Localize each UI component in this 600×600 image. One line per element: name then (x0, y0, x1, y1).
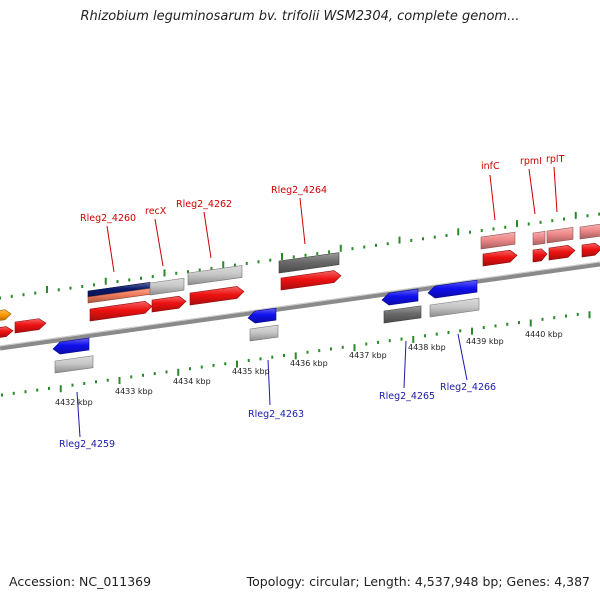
feature-dark-grey-1[interactable] (278, 252, 340, 274)
leader-rleg2-4266 (457, 333, 468, 381)
scale-label-4440: 4440 kbp (525, 330, 563, 339)
feature-grey-4[interactable] (249, 324, 279, 342)
label-rleg2-4266[interactable]: Rleg2_4266 (440, 382, 496, 393)
orange-gene[interactable] (0, 309, 12, 321)
feature-layer (0, 223, 600, 374)
gene-recx[interactable] (151, 295, 187, 313)
leader-rleg2-4262 (203, 211, 212, 259)
scale-label-4434: 4434 kbp (173, 377, 211, 386)
scale-label-4436: 4436 kbp (290, 359, 328, 368)
label-rpmi[interactable]: rpmI (520, 156, 542, 167)
feature-grey-3[interactable] (54, 355, 94, 374)
gene-rleg2-4263[interactable] (247, 307, 277, 324)
label-rleg2-4263[interactable]: Rleg2_4263 (248, 409, 304, 420)
label-rplt[interactable]: rplT (546, 154, 565, 165)
label-rleg2-4262[interactable]: Rleg2_4262 (176, 199, 232, 210)
leader-rleg2-4265 (403, 340, 407, 389)
gene-rplt-2-light[interactable] (579, 223, 600, 240)
label-rleg2-4265[interactable]: Rleg2_4265 (379, 391, 435, 402)
gene-rpmi[interactable] (532, 248, 548, 263)
gene-left-edge-2[interactable] (14, 318, 47, 334)
forward-tick-row (0, 211, 600, 300)
scale-label-4437: 4437 kbp (349, 351, 387, 360)
gene-rleg2-4262[interactable] (189, 286, 245, 306)
feature-dark-grey-2[interactable] (383, 305, 422, 324)
label-recx[interactable]: recX (145, 206, 167, 217)
scale-label-4435: 4435 kbp (232, 367, 270, 376)
gene-rplt-light[interactable] (546, 227, 574, 244)
label-infc[interactable]: infC (481, 161, 500, 172)
leader-infc (489, 174, 496, 221)
leader-recx (154, 218, 164, 267)
gene-rleg2-4266[interactable] (427, 279, 478, 299)
scale-label-4438: 4438 kbp (408, 343, 446, 352)
gene-rleg2-4264[interactable] (280, 270, 342, 291)
gene-rleg2-4265[interactable] (381, 288, 419, 306)
leader-rleg2-4260 (106, 225, 115, 273)
gene-infc[interactable] (482, 249, 518, 267)
gene-left-edge[interactable] (0, 326, 14, 338)
feature-grey-5[interactable] (429, 297, 480, 318)
gene-rplt[interactable] (548, 245, 576, 261)
scale-label-4432: 4432 kbp (55, 398, 93, 407)
feature-grey-2[interactable] (187, 265, 243, 286)
label-rleg2-4259[interactable]: Rleg2_4259 (59, 439, 115, 450)
feature-grey-1[interactable] (149, 277, 185, 296)
scale-label-4433: 4433 kbp (115, 387, 153, 396)
label-leader-lines (76, 166, 558, 438)
label-rleg2-4264[interactable]: Rleg2_4264 (271, 185, 327, 196)
gene-rleg2-4259[interactable] (52, 337, 90, 355)
topology-text: Topology: circular; Length: 4,537,948 bp… (246, 574, 590, 589)
leader-rpmi (528, 168, 536, 215)
genome-backbone (0, 261, 600, 351)
reverse-tick-row (1, 311, 591, 397)
map-title: Rhizobium leguminosarum bv. trifolii WSM… (80, 9, 520, 24)
gene-rleg2-4260[interactable] (89, 300, 153, 322)
scale-label-4439: 4439 kbp (466, 337, 504, 346)
leader-rleg2-4259 (76, 391, 81, 438)
gene-rpmi-light[interactable] (532, 230, 546, 246)
leader-rplt (553, 166, 558, 213)
accession-text: Accession: NC_011369 (9, 574, 152, 589)
leader-rleg2-4263 (267, 359, 271, 406)
gene-rplt-2[interactable] (581, 242, 600, 258)
leader-rleg2-4264 (299, 197, 306, 245)
gene-infc-light[interactable] (480, 231, 516, 250)
label-rleg2-4260[interactable]: Rleg2_4260 (80, 213, 136, 224)
